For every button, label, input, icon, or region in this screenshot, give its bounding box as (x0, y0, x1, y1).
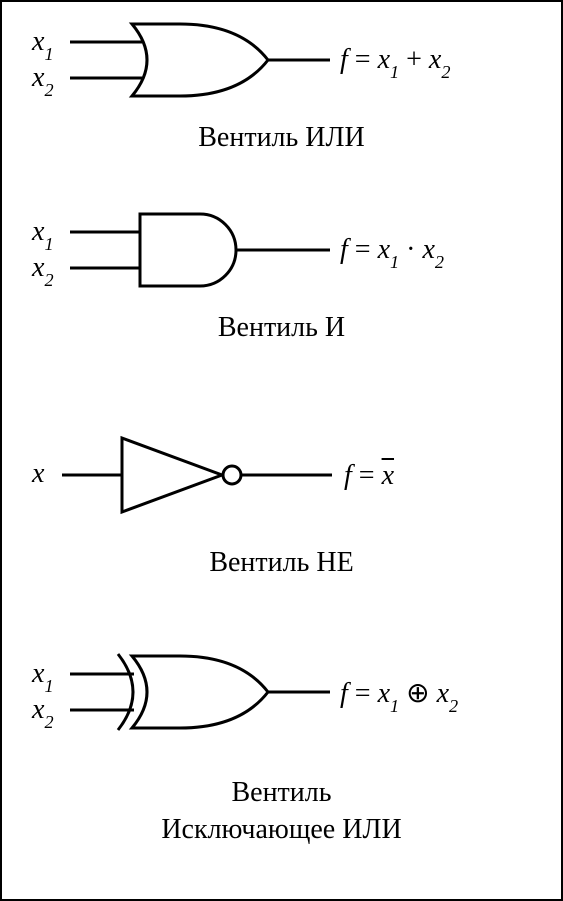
or-caption: Вентиль ИЛИ (2, 122, 561, 154)
logic-gates-diagram: x1 x2 f = x1 + x2 Вентиль ИЛИ x1 x2 (0, 0, 563, 901)
xor-caption-line2: Исключающее ИЛИ (2, 814, 561, 846)
xor-input-x1-label: x1 (32, 658, 54, 694)
xor-gate-icon (70, 652, 330, 742)
and-caption: Вентиль И (2, 312, 561, 344)
not-input-x-label: x (32, 458, 44, 490)
not-formula: f = x (344, 460, 394, 492)
or-input-x2-label: x2 (32, 62, 54, 98)
not-caption: Вентиль НЕ (2, 547, 561, 579)
xor-formula: f = x1 ⊕ x2 (340, 676, 458, 714)
and-gate-icon (70, 210, 330, 300)
or-input-x1-label: x1 (32, 26, 54, 62)
and-input-x2-label: x2 (32, 252, 54, 288)
and-formula: f = x1 · x2 (340, 234, 444, 270)
and-input-x1-label: x1 (32, 216, 54, 252)
or-formula: f = x1 + x2 (340, 44, 450, 80)
or-gate-icon (70, 20, 330, 110)
xor-input-x2-label: x2 (32, 694, 54, 730)
xor-caption-line1: Вентиль (2, 777, 561, 809)
not-gate-icon (62, 430, 332, 520)
